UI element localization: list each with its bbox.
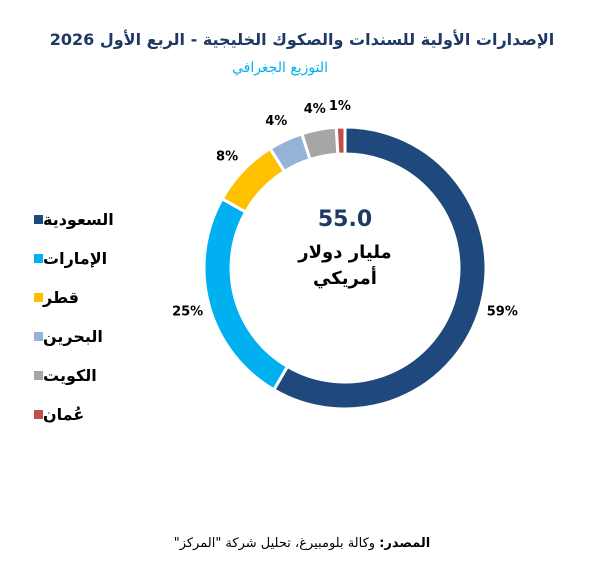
- legend-swatch: [34, 215, 43, 224]
- legend-label: الكويت: [43, 366, 97, 385]
- source-label: المصدر:: [379, 536, 431, 551]
- legend-label: عُمان: [43, 405, 85, 424]
- legend-item: قطر: [28, 278, 178, 317]
- legend-item: الكويت: [28, 356, 178, 395]
- donut-slice: [271, 125, 488, 411]
- legend-item: السعودية: [28, 200, 178, 239]
- legend-label: الإمارات: [43, 249, 108, 268]
- donut-slice: [299, 125, 340, 162]
- center-total-value: 55.0: [317, 207, 373, 232]
- source-note: المصدر: وكالة بلومبيرغ، تحليل شركة "المر…: [0, 536, 604, 551]
- legend-swatch: [34, 254, 43, 263]
- legend-label: السعودية: [43, 210, 114, 229]
- legend-item: البحرين: [28, 317, 178, 356]
- chart-title: الإصدارات الأولية للسندات والصكوك الخليج…: [49, 30, 555, 49]
- legend-swatch: [34, 371, 43, 380]
- legend-item: عُمان: [28, 395, 178, 434]
- donut-slice: [202, 196, 290, 392]
- chart-subtitle: التوزيع الجغرافي: [231, 60, 329, 76]
- slice-data-label: 1%: [329, 99, 351, 114]
- source-text: وكالة بلومبيرغ، تحليل شركة "المركز": [173, 536, 380, 551]
- slice-data-label: 4%: [304, 102, 326, 117]
- legend-swatch: [34, 332, 43, 341]
- center-unit-line2: أمريكي: [313, 268, 377, 289]
- slice-data-label: 59%: [487, 305, 518, 320]
- legend-label: البحرين: [43, 327, 103, 346]
- legend-label: قطر: [43, 288, 80, 307]
- legend-item: الإمارات: [28, 239, 178, 278]
- slice-data-label: 4%: [265, 114, 287, 129]
- legend: السعودية الإمارات قطر البحرين الكويت عُمان: [28, 200, 178, 434]
- legend-swatch: [34, 293, 43, 302]
- center-total-unit: مليار دولار أمريكي: [270, 240, 420, 292]
- center-unit-line1: مليار دولار: [298, 242, 392, 263]
- slice-data-label: 8%: [216, 149, 238, 164]
- donut-slice: [334, 125, 347, 156]
- legend-swatch: [34, 410, 43, 419]
- slice-data-label: 25%: [172, 305, 203, 320]
